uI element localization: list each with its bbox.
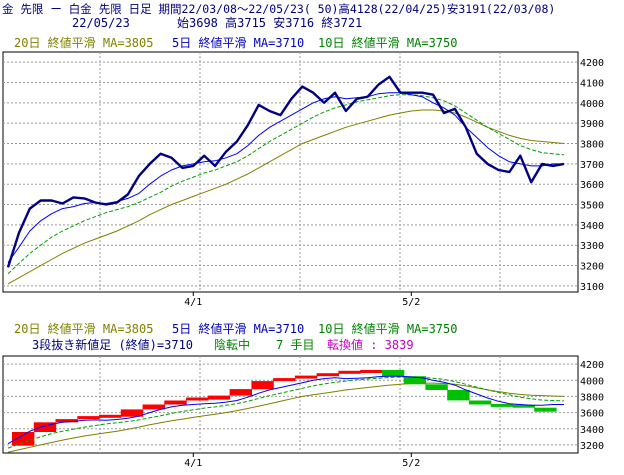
trend-status: 陰転中	[214, 338, 251, 352]
kagi-block-up	[120, 409, 144, 417]
kagi-block-up	[294, 375, 318, 379]
kagi-block-up	[77, 416, 100, 420]
bottom-y-tick-label: 4000	[580, 376, 604, 387]
top-y-tick-label: 3300	[580, 241, 604, 252]
top-y-tick-label: 4000	[580, 99, 604, 110]
top-y-tick-label: 3800	[580, 140, 604, 151]
kagi-block-up	[273, 378, 296, 382]
kagi-block-up	[142, 404, 165, 410]
kagi-block-down	[447, 389, 470, 401]
header-date: 22/05/23	[72, 16, 130, 30]
turn-value: 転換値 : 3839	[327, 338, 414, 352]
kagi-block-up	[207, 395, 231, 400]
kagi-block-up	[229, 389, 252, 396]
header-title: 金 先限 ー 白金 先限 日足 期間22/03/08～22/05/23( 50)…	[2, 2, 556, 16]
bottom-series-ma5	[7, 375, 564, 445]
bottom-y-tick-label: 3600	[580, 409, 604, 420]
top-chart-axis: 3100 3200 3300 3400 3500 3600 3700 3800 3900 4000…	[184, 58, 604, 308]
bottom-legend-ma20: 20日 終値平滑 MA=3805	[14, 322, 154, 336]
top-y-tick-label: 3400	[580, 221, 604, 232]
kagi-block-down	[381, 369, 405, 377]
bottom-chart-axis: 3200 3400 3600 3800 4000 4200 4/1 5/2	[184, 360, 604, 469]
top-y-tick-label: 3200	[580, 262, 604, 273]
top-series-ma10	[7, 94, 564, 275]
bottom-series-ma20	[7, 382, 564, 453]
kagi-block-up	[164, 400, 187, 405]
kagi-block-down	[490, 403, 514, 407]
bottom-x-tick-label: 4/1	[184, 458, 202, 469]
top-chart-lines	[6, 75, 565, 285]
step-count: 7 手目	[276, 338, 315, 352]
header-ohlc: 始3698 高3715 安3716 終3721	[177, 16, 363, 30]
bottom-chart-lines	[7, 375, 564, 453]
kagi-block-up	[251, 381, 274, 390]
top-y-tick-label: 3700	[580, 160, 604, 171]
kagi-block-up	[55, 419, 78, 423]
kagi-block-up	[12, 432, 35, 446]
top-x-tick-label: 5/2	[402, 297, 420, 308]
bottom-legend-ma10: 10日 終値平滑 MA=3750	[318, 322, 458, 336]
top-series-ma20	[7, 109, 564, 285]
bottom-chart-blocks	[12, 369, 557, 446]
bottom-y-tick-label: 3200	[580, 441, 604, 452]
top-y-tick-label: 3600	[580, 180, 604, 191]
top-y-tick-label: 4200	[580, 58, 604, 69]
kagi-block-up	[99, 414, 122, 418]
top-chart-frame	[2, 51, 579, 293]
top-x-tick-label: 4/1	[184, 297, 202, 308]
top-legend-ma20: 20日 終値平滑 MA=3805	[14, 36, 154, 50]
kagi-block-up	[316, 373, 339, 377]
kagi-block-down	[512, 404, 535, 408]
kagi-block-up	[33, 422, 57, 432]
top-y-tick-label: 3900	[580, 119, 604, 130]
top-y-tick-label: 4100	[580, 79, 604, 90]
kagi-block-down	[403, 376, 427, 385]
bottom-x-tick-label: 5/2	[402, 458, 420, 469]
bottom-legend-ma5: 5日 終値平滑 MA=3710	[172, 322, 305, 336]
kagi-block-down	[469, 400, 492, 405]
top-plot-area	[2, 51, 579, 293]
top-legend-ma10: 10日 終値平滑 MA=3750	[318, 36, 458, 50]
kagi-block-down	[425, 384, 448, 390]
kagi-value: 3段抜き新値足 (終値)=3710	[32, 338, 194, 352]
bottom-y-tick-label: 3800	[580, 392, 604, 403]
bottom-series-ma10	[7, 376, 564, 449]
top-legend-ma5: 5日 終値平滑 MA=3710	[172, 36, 305, 50]
kagi-block-up	[186, 397, 209, 401]
top-y-tick-label: 3100	[580, 282, 604, 293]
kagi-block-up	[360, 369, 383, 373]
bottom-y-tick-label: 4200	[580, 360, 604, 371]
bottom-y-tick-label: 3400	[580, 425, 604, 436]
top-y-tick-label: 3500	[580, 201, 604, 212]
kagi-block-up	[338, 370, 361, 374]
kagi-block-down	[534, 407, 557, 412]
top-series-close	[6, 75, 565, 268]
